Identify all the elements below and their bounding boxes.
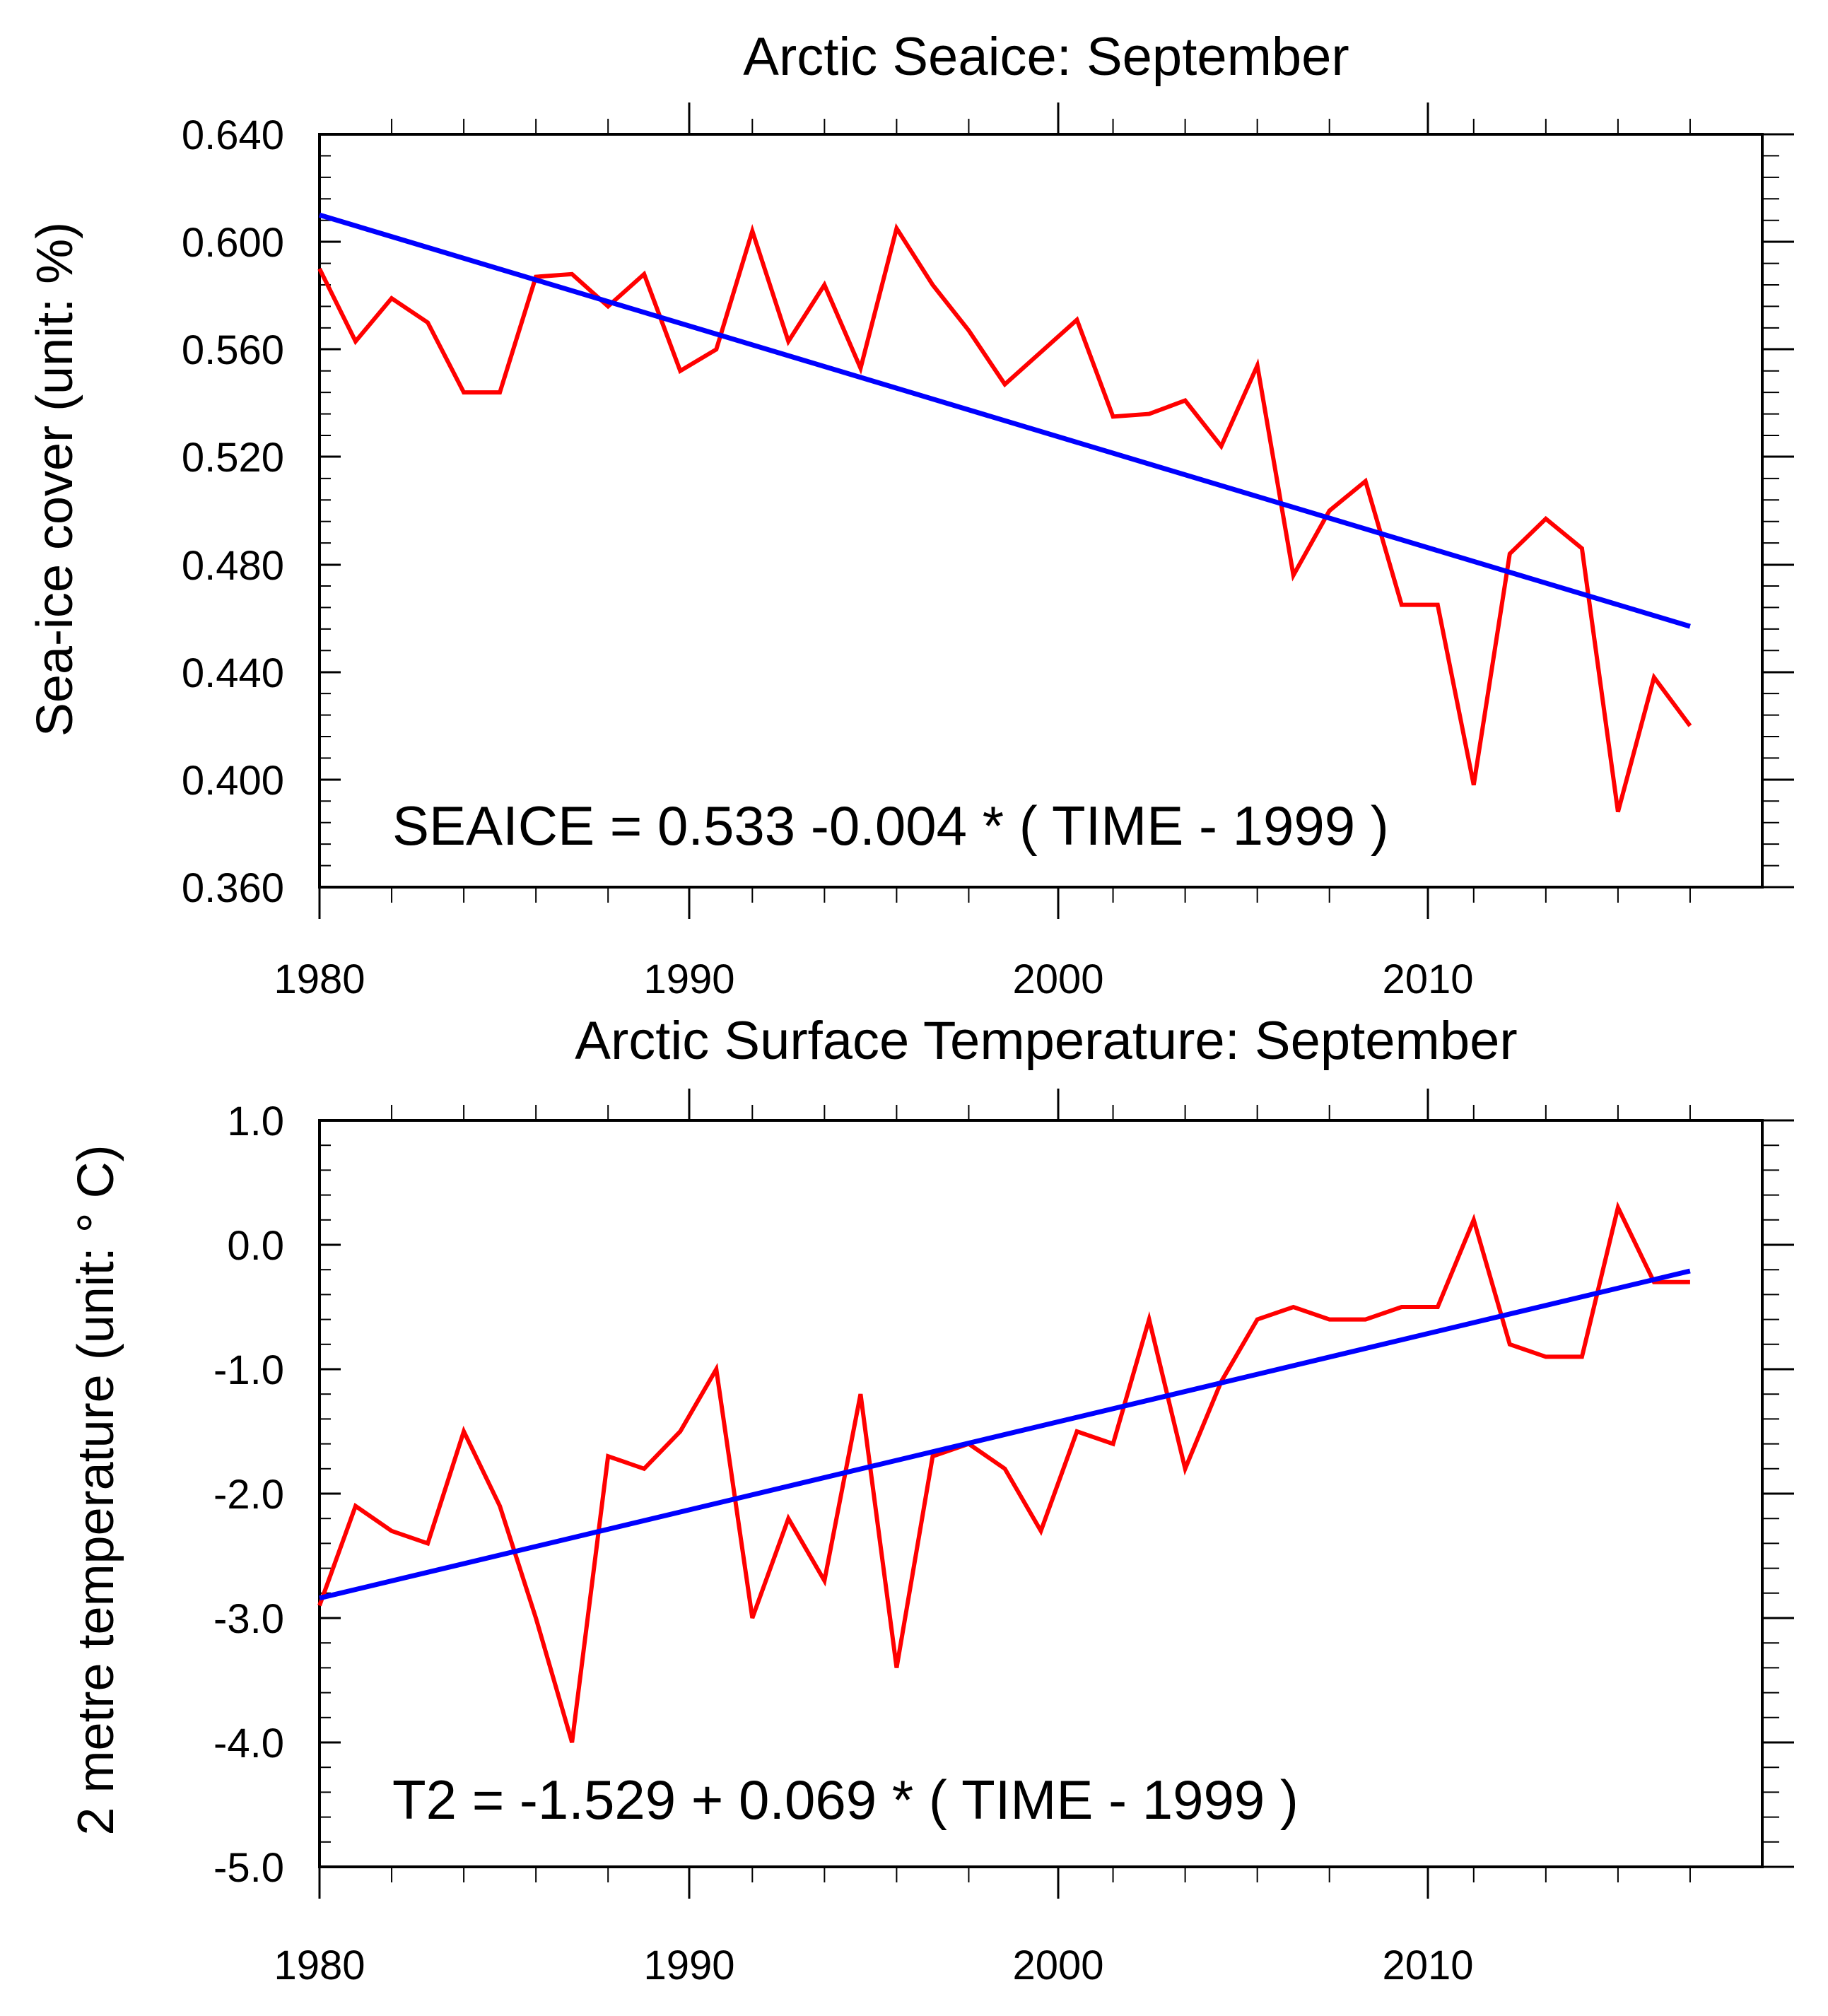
seaice-plot-frame <box>318 133 1764 889</box>
temperature-y-tick-label: 1.0 <box>227 1098 284 1144</box>
temperature-y-tick-label: -4.0 <box>213 1721 284 1766</box>
temperature-y-axis-label: 2 metre temperature (unit: ° C) <box>68 1144 124 1835</box>
seaice-x-ticks <box>318 102 1429 919</box>
seaice-y-tick-labels: 0.640 0.600 0.560 0.520 0.480 0.440 0.40… <box>182 112 284 911</box>
temperature-observed-line <box>317 1201 1690 1743</box>
temperature-title: Arctic Surface Temperature: September <box>575 1011 1517 1071</box>
seaice-x-tick-label: 2010 <box>1382 956 1473 1002</box>
seaice-observed-line <box>317 223 1692 813</box>
temperature-regression-equation: T2 = -1.529 + 0.069 * ( TIME - 1999 ) <box>392 1769 1299 1831</box>
seaice-minor-ticks <box>320 119 1779 903</box>
temperature-panel: Arctic Surface Temperature: September 2 … <box>68 1011 1794 1988</box>
temperature-y-tick-label: 0.0 <box>227 1223 284 1269</box>
temperature-y-tick-label: -2.0 <box>213 1472 284 1518</box>
seaice-title: Arctic Seaice: September <box>743 27 1349 87</box>
temperature-y-ticks <box>320 1119 1794 1868</box>
seaice-y-tick-label: 0.520 <box>182 435 284 481</box>
temperature-y-tick-label: -3.0 <box>213 1596 284 1642</box>
seaice-panel: Arctic Seaice: September Sea-ice cover (… <box>27 27 1794 1002</box>
seaice-x-tick-labels: 1980 1990 2000 2010 <box>274 956 1473 1002</box>
temperature-x-tick-label: 1980 <box>274 1942 365 1988</box>
temperature-plot-frame <box>318 1119 1764 1868</box>
seaice-y-tick-label: 0.400 <box>182 758 284 804</box>
temperature-y-tick-labels: 1.0 0.0 -1.0 -2.0 -3.0 -4.0 -5.0 <box>213 1098 284 1891</box>
temperature-y-tick-label: -5.0 <box>213 1845 284 1891</box>
seaice-y-tick-label: 0.560 <box>182 327 284 373</box>
seaice-y-tick-label: 0.360 <box>182 865 284 911</box>
temperature-x-tick-labels: 1980 1990 2000 2010 <box>274 1942 1473 1988</box>
seaice-y-tick-label: 0.440 <box>182 650 284 696</box>
seaice-x-tick-label: 2000 <box>1012 956 1103 1002</box>
temperature-y-tick-label: -1.0 <box>213 1347 284 1393</box>
seaice-regression-equation: SEAICE = 0.533 -0.004 * ( TIME - 1999 ) <box>392 795 1389 857</box>
temperature-x-tick-label: 2000 <box>1012 1942 1103 1988</box>
seaice-trend-line <box>318 212 1691 629</box>
seaice-y-tick-label: 0.480 <box>182 543 284 589</box>
temperature-x-tick-label: 1990 <box>643 1942 734 1988</box>
temperature-minor-ticks <box>320 1105 1779 1882</box>
temperature-x-ticks <box>318 1089 1429 1899</box>
seaice-y-ticks <box>320 133 1794 889</box>
seaice-y-tick-label: 0.600 <box>182 220 284 266</box>
temperature-x-tick-label: 2010 <box>1382 1942 1473 1988</box>
temperature-trend-line <box>319 1268 1691 1601</box>
seaice-y-tick-label: 0.640 <box>182 112 284 158</box>
seaice-x-tick-label: 1980 <box>274 956 365 1002</box>
seaice-y-axis-label: Sea-ice cover (unit: %) <box>27 222 83 737</box>
seaice-x-tick-label: 1990 <box>643 956 734 1002</box>
